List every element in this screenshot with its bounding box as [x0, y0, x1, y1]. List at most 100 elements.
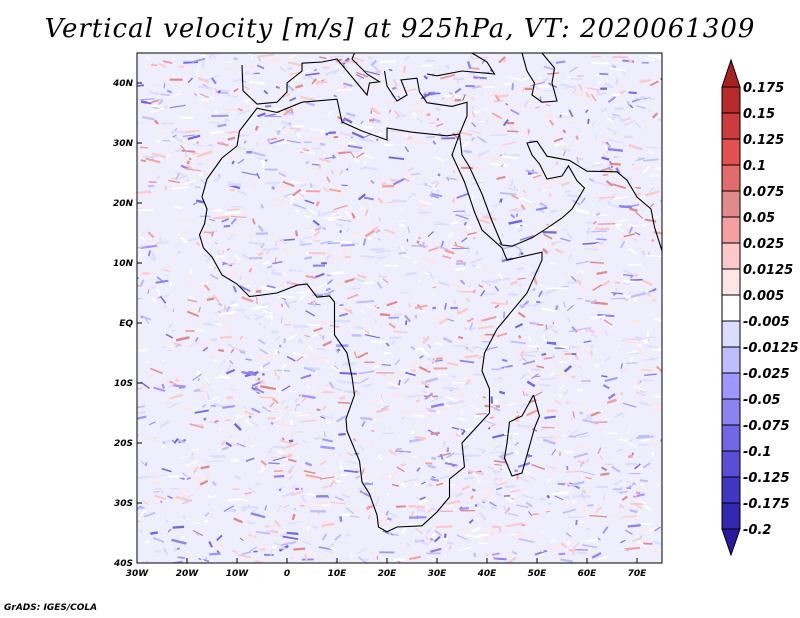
field-streak — [338, 556, 343, 563]
field-streak — [579, 411, 584, 415]
field-streak — [544, 185, 552, 189]
field-streak — [137, 84, 144, 87]
field-streak — [628, 91, 637, 95]
field-streak — [541, 529, 544, 534]
field-streak — [302, 540, 312, 546]
field-streak — [352, 211, 360, 219]
field-streak — [456, 534, 467, 540]
field-streak — [432, 507, 442, 512]
field-streak — [427, 413, 434, 418]
field-streak — [489, 439, 497, 447]
field-streak — [530, 81, 546, 87]
field-streak — [406, 136, 413, 141]
field-streak — [295, 403, 301, 407]
field-streak — [572, 542, 580, 550]
field-streak — [417, 508, 426, 512]
field-streak — [147, 231, 155, 239]
field-streak — [343, 82, 353, 87]
field-streak — [206, 96, 213, 101]
field-streak — [568, 109, 574, 118]
field-streak — [342, 146, 350, 151]
field-streak — [489, 422, 502, 430]
field-streak — [520, 402, 527, 409]
field-streak — [328, 131, 336, 135]
field-streak — [388, 381, 401, 389]
field-streak — [582, 242, 600, 245]
field-streak — [526, 373, 533, 378]
field-streak — [254, 385, 259, 389]
plot-title: Vertical velocity [m/s] at 925hPa, VT: 2… — [44, 14, 756, 44]
field-streak — [443, 302, 447, 310]
field-streak — [406, 394, 423, 399]
field-streak — [430, 478, 440, 482]
field-streak — [304, 461, 313, 467]
field-streak — [184, 472, 196, 480]
field-streak — [289, 483, 293, 491]
field-streak — [281, 367, 285, 375]
field-streak — [138, 334, 145, 338]
field-streak — [517, 311, 526, 318]
colorbar-label: -0.1 — [743, 445, 771, 460]
field-streak — [309, 182, 313, 188]
field-streak — [404, 171, 408, 177]
field-streak — [205, 459, 223, 463]
field-streak — [623, 282, 630, 286]
field-streak — [403, 65, 406, 73]
field-streak — [557, 178, 567, 185]
field-streak — [511, 494, 515, 498]
field-streak — [163, 294, 170, 298]
field-streak — [145, 189, 152, 195]
field-streak — [468, 71, 477, 76]
field-streak — [143, 511, 156, 518]
field-streak — [542, 248, 549, 255]
field-streak — [612, 55, 622, 59]
field-streak — [399, 245, 406, 252]
field-streak — [629, 167, 643, 171]
field-streak — [212, 266, 217, 270]
field-streak — [416, 467, 421, 472]
field-streak — [198, 457, 206, 462]
field-streak — [515, 408, 522, 417]
field-streak — [566, 304, 575, 312]
field-streak — [497, 272, 504, 280]
field-streak — [439, 407, 451, 411]
field-streak — [360, 255, 376, 259]
field-streak — [418, 499, 428, 505]
field-streak — [217, 89, 222, 94]
field-streak — [509, 489, 521, 493]
field-streak — [285, 180, 303, 185]
field-streak — [628, 437, 634, 443]
field-streak — [291, 490, 304, 497]
field-streak — [635, 186, 642, 189]
field-streak — [533, 85, 541, 91]
field-streak — [346, 293, 359, 300]
field-streak — [459, 507, 470, 511]
field-streak — [304, 199, 315, 205]
field-streak — [152, 536, 165, 543]
field-streak — [218, 504, 223, 509]
field-streak — [552, 344, 561, 348]
field-streak — [140, 509, 146, 517]
field-streak — [204, 377, 211, 385]
field-streak — [628, 226, 634, 234]
field-streak — [553, 137, 564, 143]
field-streak — [325, 549, 334, 554]
field-streak — [575, 88, 585, 95]
field-streak — [449, 400, 464, 406]
colorbar-label: -0.0125 — [743, 341, 799, 356]
field-streak — [451, 220, 459, 225]
field-streak — [388, 190, 395, 195]
field-streak — [411, 173, 420, 176]
field-streak — [480, 449, 487, 454]
field-streak — [403, 177, 410, 182]
field-streak — [305, 384, 311, 390]
field-streak — [265, 181, 281, 185]
field-streak — [405, 271, 418, 277]
field-streak — [280, 238, 287, 246]
field-streak — [344, 210, 353, 218]
field-streak — [286, 112, 295, 116]
field-streak — [434, 182, 440, 189]
field-streak — [559, 83, 576, 89]
field-streak — [312, 525, 319, 530]
field-streak — [336, 222, 344, 228]
